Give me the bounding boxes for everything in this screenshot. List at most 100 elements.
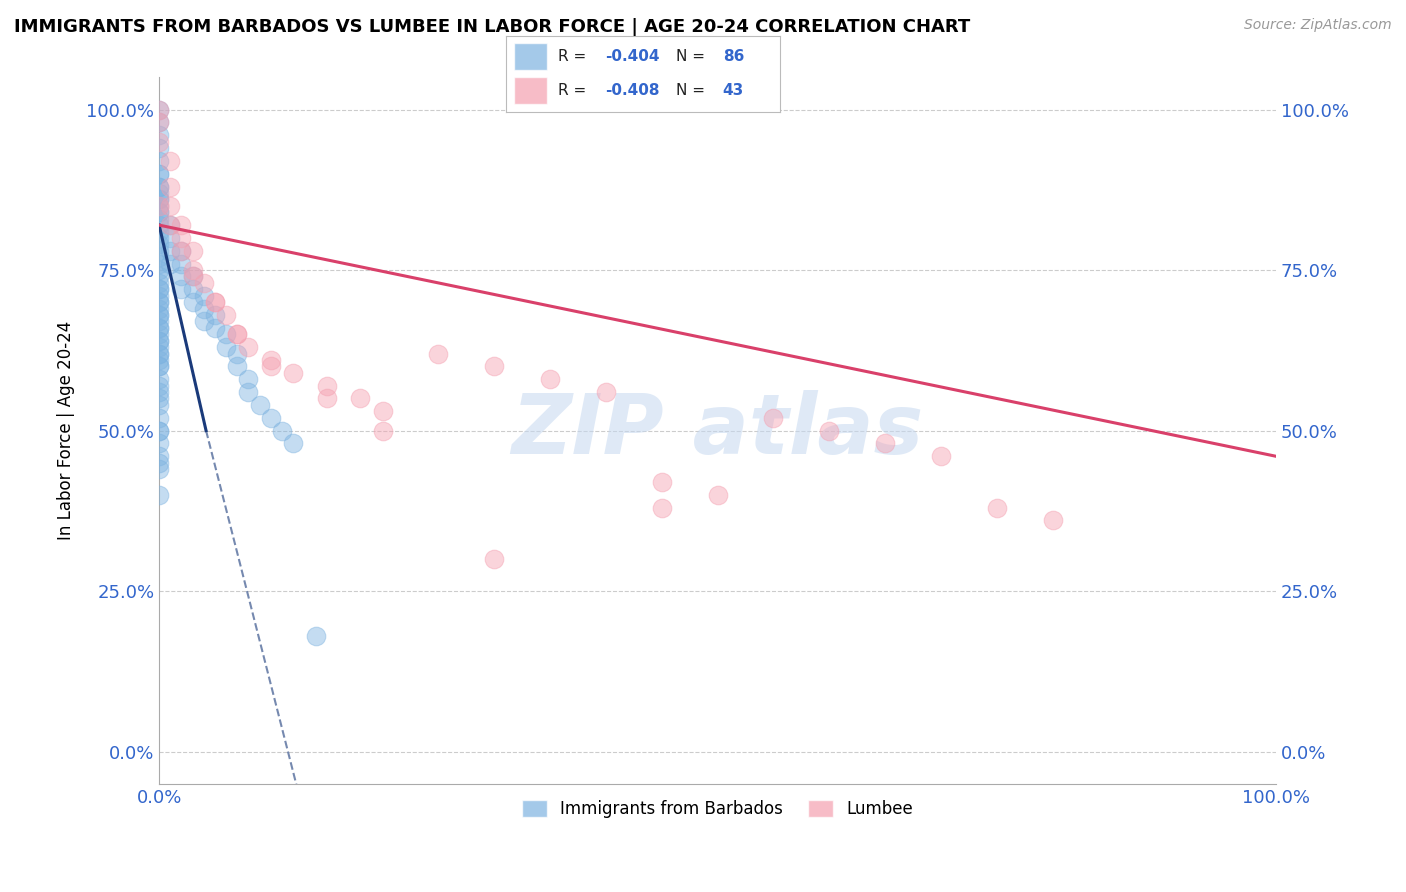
Point <box>148 424 170 438</box>
Point <box>148 321 170 335</box>
Point <box>148 282 170 296</box>
Text: ZIP atlas: ZIP atlas <box>512 390 924 471</box>
Point <box>148 103 170 117</box>
Point <box>170 218 193 232</box>
Point <box>148 340 170 354</box>
Point <box>181 282 204 296</box>
Point <box>204 321 226 335</box>
Point <box>148 289 170 303</box>
Point <box>304 629 326 643</box>
Point <box>283 436 305 450</box>
Point <box>148 179 170 194</box>
Point <box>215 327 238 342</box>
Point <box>159 218 181 232</box>
Point <box>159 153 181 168</box>
Point <box>148 436 170 450</box>
Point <box>538 372 561 386</box>
Point <box>148 218 170 232</box>
Point <box>204 308 226 322</box>
Point <box>148 193 170 207</box>
Point <box>226 327 249 342</box>
Point <box>148 372 170 386</box>
Point <box>170 231 193 245</box>
Point <box>148 327 170 342</box>
Point <box>260 353 283 368</box>
Text: IMMIGRANTS FROM BARBADOS VS LUMBEE IN LABOR FORCE | AGE 20-24 CORRELATION CHART: IMMIGRANTS FROM BARBADOS VS LUMBEE IN LA… <box>14 18 970 36</box>
Point <box>371 404 394 418</box>
Point <box>148 295 170 310</box>
Point <box>818 424 841 438</box>
Point <box>371 424 394 438</box>
Point <box>148 237 170 252</box>
Point <box>181 269 204 284</box>
Bar <box>515 43 547 70</box>
Text: R =: R = <box>558 49 592 64</box>
Point <box>249 398 271 412</box>
Point <box>148 308 170 322</box>
Point <box>181 244 204 258</box>
Point <box>148 263 170 277</box>
Point <box>148 359 170 374</box>
Point <box>193 301 215 316</box>
Point <box>170 282 193 296</box>
Point <box>204 295 226 310</box>
Point <box>226 359 249 374</box>
Point <box>159 257 181 271</box>
Point <box>148 231 170 245</box>
Point <box>148 334 170 348</box>
Point <box>215 308 238 322</box>
Point <box>181 263 204 277</box>
Point <box>148 359 170 374</box>
Point <box>148 225 170 239</box>
Text: Source: ZipAtlas.com: Source: ZipAtlas.com <box>1244 18 1392 32</box>
Point <box>159 218 181 232</box>
Point <box>148 450 170 464</box>
Point <box>148 295 170 310</box>
Point <box>148 276 170 290</box>
Point <box>148 334 170 348</box>
Point <box>986 500 1008 515</box>
Point <box>148 301 170 316</box>
Point <box>148 269 170 284</box>
Point <box>148 321 170 335</box>
Y-axis label: In Labor Force | Age 20-24: In Labor Force | Age 20-24 <box>58 321 75 541</box>
Point <box>148 115 170 129</box>
Point <box>315 392 337 406</box>
Point <box>193 289 215 303</box>
Point <box>148 250 170 264</box>
Point <box>148 488 170 502</box>
Point <box>148 179 170 194</box>
Point <box>148 199 170 213</box>
Point <box>148 153 170 168</box>
Point <box>1042 513 1064 527</box>
Bar <box>515 78 547 104</box>
Point <box>148 385 170 400</box>
Point <box>193 314 215 328</box>
Point <box>170 269 193 284</box>
Point <box>238 340 260 354</box>
Point <box>148 282 170 296</box>
Point <box>651 475 673 489</box>
Point <box>929 450 952 464</box>
Point <box>873 436 896 450</box>
Point <box>148 135 170 149</box>
Point <box>170 257 193 271</box>
Point <box>148 424 170 438</box>
Point <box>204 295 226 310</box>
Point <box>315 378 337 392</box>
Point <box>181 295 204 310</box>
Point <box>148 257 170 271</box>
Point <box>148 378 170 392</box>
Point <box>170 244 193 258</box>
Point <box>148 346 170 360</box>
Point <box>193 276 215 290</box>
Text: 86: 86 <box>723 49 744 64</box>
Point <box>349 392 371 406</box>
Point <box>148 308 170 322</box>
Point <box>148 205 170 219</box>
Point <box>706 488 728 502</box>
Point <box>148 186 170 200</box>
Text: N =: N = <box>676 83 710 98</box>
Point <box>148 115 170 129</box>
Point <box>148 398 170 412</box>
